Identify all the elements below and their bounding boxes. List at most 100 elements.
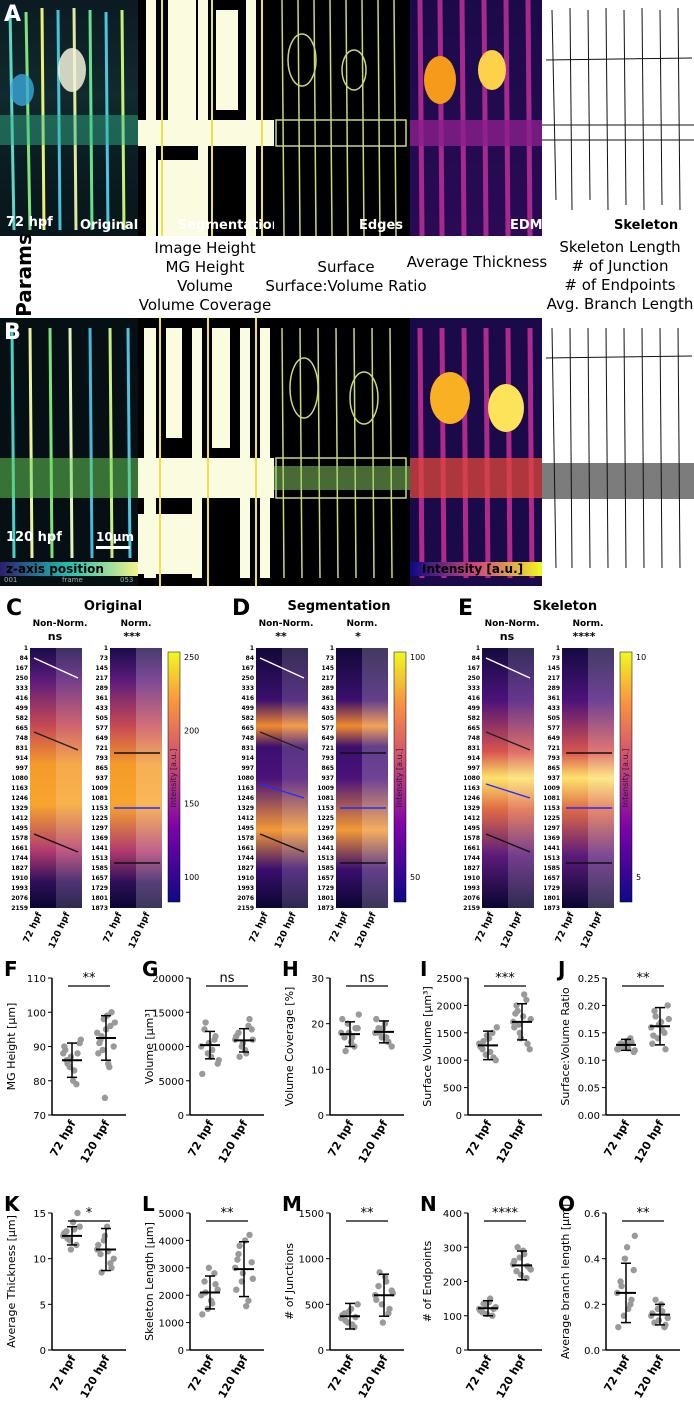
- heatmap-tick-left: 582: [15, 715, 28, 722]
- colorbar-tick: 100: [184, 873, 199, 882]
- heatmap-tick-right: 1729: [91, 885, 108, 892]
- segmentation-image-b-art: [138, 318, 274, 586]
- heatmap-title: Original: [84, 599, 142, 614]
- x-tick-label: 120 hpf: [78, 1353, 113, 1401]
- data-point: [64, 1235, 71, 1242]
- param-surface-volume-ratio: Surface:Volume Ratio: [265, 277, 427, 295]
- heatmap-tick-right: 1873: [543, 905, 560, 912]
- data-point: [521, 991, 528, 998]
- heatmap-tick-left: 1246: [11, 795, 28, 802]
- data-point: [61, 1229, 68, 1237]
- y-tick-label: 2000: [159, 1291, 184, 1302]
- heatmap-column: [110, 648, 136, 908]
- heatmap-tick-left: 2076: [237, 895, 254, 902]
- heatmap-x-label: 120 hpf: [47, 911, 72, 950]
- edm-image-a-art: [410, 0, 542, 236]
- y-tick-label: 0: [318, 1111, 324, 1122]
- heatmap-column: [282, 648, 308, 908]
- data-point: [73, 1080, 80, 1088]
- heatmap-tick-left: 1246: [463, 795, 480, 802]
- heatmap-tick-left: 748: [467, 735, 480, 742]
- skeleton-image-b: [542, 318, 694, 586]
- y-tick-label: 0.15: [578, 1029, 600, 1040]
- heatmap-tick-right: 1009: [543, 785, 560, 792]
- data-point: [245, 1297, 252, 1304]
- y-tick-label: 20: [311, 1020, 324, 1031]
- data-point: [249, 1275, 256, 1282]
- data-point: [631, 1047, 638, 1054]
- panel-label: M: [282, 1192, 302, 1216]
- heatmap-tick-right: 289: [321, 685, 334, 692]
- data-point: [234, 1256, 241, 1263]
- data-point: [76, 1223, 83, 1230]
- data-point: [74, 1209, 81, 1217]
- heatmap-tick-left: 582: [467, 715, 480, 722]
- y-tick-label: 0: [456, 1346, 462, 1357]
- heatmap-tick-right: 361: [321, 695, 334, 702]
- panel-label: L: [142, 1192, 155, 1216]
- panel-label-a: A: [4, 2, 22, 27]
- data-point: [95, 1050, 102, 1057]
- heatmap-x-label: 120 hpf: [499, 911, 524, 950]
- significance-label: **: [221, 1206, 235, 1221]
- heatmap-arrow: [259, 783, 305, 799]
- heatmap-tick-left: 250: [241, 675, 254, 682]
- significance-label: ns: [359, 971, 374, 986]
- heatmap-tick-right: 1225: [91, 815, 108, 822]
- heatmap-tick-left: 1412: [11, 815, 28, 822]
- x-tick-label: 72 hpf: [464, 1353, 495, 1394]
- heatmap-tick-left: 1495: [11, 825, 28, 832]
- heatmap-tick-left: 1993: [237, 885, 254, 892]
- edges-image-b: [274, 318, 410, 586]
- heatmap-column: [588, 648, 614, 908]
- heatmap-sub-right: Norm.: [573, 619, 604, 629]
- y-tick-label: 15000: [152, 1008, 184, 1019]
- significance-label: *: [86, 1206, 93, 1221]
- data-point: [67, 1246, 75, 1253]
- y-axis-label: # of Junctions: [283, 1243, 296, 1320]
- heatmap-column: [30, 648, 56, 908]
- edges-image-b-art: [274, 327, 410, 579]
- heatmap-tick-left: 416: [241, 695, 254, 702]
- x-tick-label: 120 hpf: [632, 1118, 667, 1166]
- label-edges: Edges: [359, 218, 404, 233]
- y-tick-label: 5: [40, 1300, 46, 1311]
- data-point: [248, 1026, 255, 1033]
- heatmap-tick-left: 1080: [463, 775, 480, 782]
- heatmap-column: [256, 648, 282, 908]
- data-point: [386, 1305, 393, 1313]
- heatmap-tick-left: 416: [15, 695, 28, 702]
- heatmap-tick-right: 1: [330, 645, 334, 652]
- heatmap-tick-left: 416: [467, 695, 480, 702]
- params-col1: Image Height MG Height Volume Volume Cov…: [130, 239, 280, 315]
- data-point: [373, 1015, 380, 1023]
- heatmap-tick-left: 997: [15, 765, 28, 772]
- original-image-a-art: [0, 7, 138, 231]
- data-point: [524, 1040, 531, 1047]
- data-point: [615, 1323, 622, 1331]
- data-point: [246, 1231, 253, 1239]
- heatmap-tick-right: 433: [321, 705, 334, 712]
- y-tick-label: 0.00: [578, 1111, 600, 1122]
- data-point: [236, 1242, 243, 1250]
- x-tick-label: 72 hpf: [326, 1353, 357, 1394]
- heatmap-tick-left: 1578: [463, 835, 480, 842]
- data-point: [248, 1259, 255, 1266]
- data-point: [480, 1037, 487, 1045]
- heatmap-arrow: [485, 833, 531, 853]
- data-point: [513, 1268, 520, 1275]
- heatmap-tick-right: 721: [547, 745, 560, 752]
- heatmap-tick-left: 250: [467, 675, 480, 682]
- heatmap-tick-left: 84: [20, 655, 28, 662]
- x-tick-label: 120 hpf: [78, 1118, 113, 1166]
- significance-label: ns: [219, 971, 234, 986]
- heatmap-tick-left: 748: [15, 735, 28, 742]
- panel-label: I: [420, 957, 427, 981]
- heatmap-tick-left: 1: [250, 645, 254, 652]
- heatmap-1: Original Non-Norm. Norm. ns *** 1 84 167 250 333 4…: [11, 599, 199, 950]
- heatmap-tick-left: 2076: [11, 895, 28, 902]
- heatmap-tick-left: 1744: [237, 855, 254, 862]
- y-axis-label: Surface Volume [µm³]: [421, 986, 434, 1107]
- colorbar-tick: 10: [636, 653, 646, 662]
